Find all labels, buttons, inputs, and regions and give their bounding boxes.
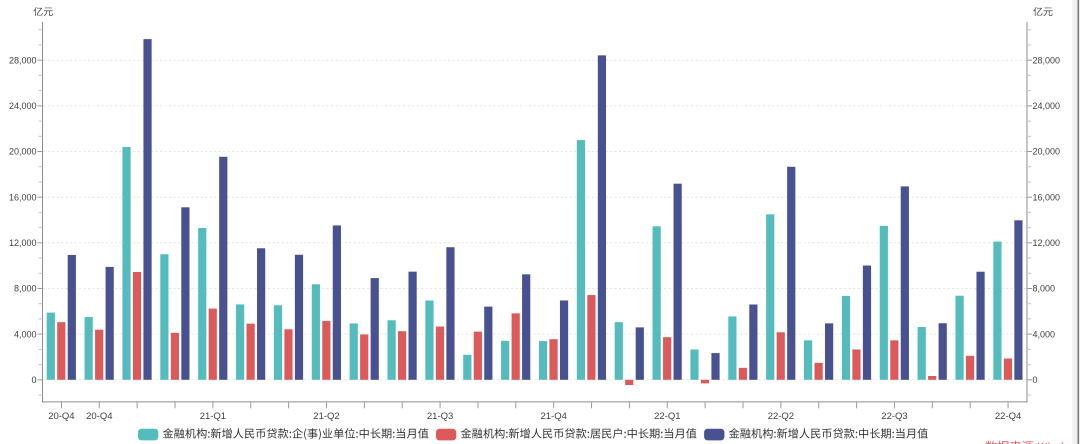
svg-text:28,000: 28,000	[9, 55, 37, 65]
svg-text:24,000: 24,000	[9, 101, 37, 111]
svg-text:22-Q1: 22-Q1	[654, 411, 680, 422]
svg-text:20,000: 20,000	[9, 147, 37, 157]
svg-text:20,000: 20,000	[1033, 147, 1061, 157]
svg-text:24,000: 24,000	[1033, 101, 1061, 111]
svg-text:4,000: 4,000	[1033, 329, 1056, 339]
svg-text:22-Q2: 22-Q2	[768, 411, 794, 422]
svg-text:21-Q2: 21-Q2	[313, 411, 339, 422]
svg-text:22-Q3: 22-Q3	[881, 411, 907, 422]
svg-text:21-Q3: 21-Q3	[427, 411, 453, 422]
svg-text:20-Q4: 20-Q4	[48, 411, 74, 422]
svg-text:16,000: 16,000	[1033, 192, 1061, 202]
svg-text:0: 0	[31, 375, 36, 385]
svg-text:28,000: 28,000	[1033, 55, 1061, 65]
svg-text:21-Q1: 21-Q1	[200, 411, 226, 422]
svg-text:22-Q4: 22-Q4	[995, 411, 1021, 422]
svg-text:16,000: 16,000	[9, 192, 37, 202]
svg-text:4,000: 4,000	[14, 329, 37, 339]
svg-text:21-Q4: 21-Q4	[540, 411, 566, 422]
svg-text:0: 0	[1033, 375, 1038, 385]
svg-text:12,000: 12,000	[1033, 238, 1061, 248]
svg-text:20-Q4: 20-Q4	[86, 411, 112, 422]
svg-text:8,000: 8,000	[1033, 284, 1056, 294]
svg-text:12,000: 12,000	[9, 238, 37, 248]
svg-text:8,000: 8,000	[14, 284, 37, 294]
